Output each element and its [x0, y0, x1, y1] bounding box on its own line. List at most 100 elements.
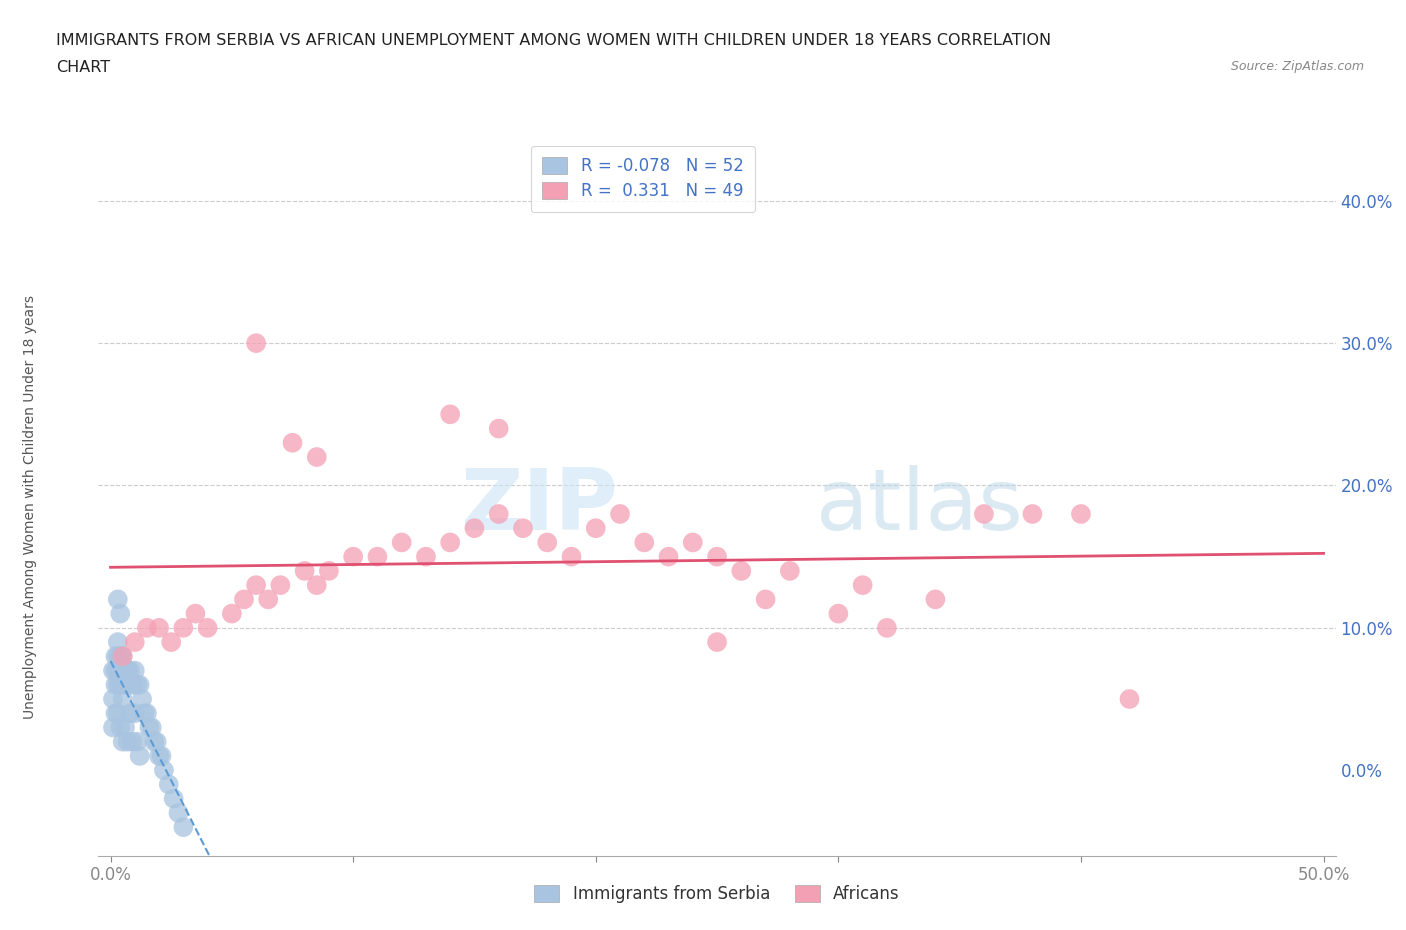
Text: CHART: CHART — [56, 60, 110, 75]
Text: Source: ZipAtlas.com: Source: ZipAtlas.com — [1230, 60, 1364, 73]
Point — [118, 706, 141, 721]
Point — [131, 692, 153, 707]
Point — [136, 706, 159, 721]
Point — [415, 550, 437, 565]
Point — [197, 620, 219, 635]
Point — [124, 663, 146, 678]
Point — [136, 620, 159, 635]
Point — [512, 521, 534, 536]
Text: ZIP: ZIP — [460, 465, 619, 549]
Text: IMMIGRANTS FROM SERBIA VS AFRICAN UNEMPLOYMENT AMONG WOMEN WITH CHILDREN UNDER 1: IMMIGRANTS FROM SERBIA VS AFRICAN UNEMPL… — [56, 33, 1052, 47]
Point — [167, 805, 190, 820]
Point — [172, 620, 194, 635]
Point — [110, 606, 132, 621]
Point — [110, 649, 132, 664]
Point — [117, 735, 139, 750]
Point — [127, 677, 149, 692]
Point — [148, 620, 170, 635]
Point — [162, 791, 184, 806]
Point — [117, 677, 139, 692]
Point — [560, 550, 582, 565]
Text: atlas: atlas — [815, 465, 1024, 549]
Point — [124, 706, 146, 721]
Point — [128, 677, 150, 692]
Point — [143, 735, 166, 750]
Point — [111, 649, 134, 664]
Point — [121, 677, 143, 692]
Point — [294, 564, 316, 578]
Point — [134, 706, 156, 721]
Point — [104, 649, 127, 664]
Point — [779, 564, 801, 578]
Point — [111, 692, 134, 707]
Point — [245, 578, 267, 592]
Point — [318, 564, 340, 578]
Point — [111, 649, 134, 664]
Point — [657, 550, 679, 565]
Point — [157, 777, 180, 791]
Point — [107, 706, 129, 721]
Point — [111, 663, 134, 678]
Point — [104, 663, 127, 678]
Point — [342, 550, 364, 565]
Point — [682, 535, 704, 550]
Point — [121, 735, 143, 750]
Text: Unemployment Among Women with Children Under 18 years: Unemployment Among Women with Children U… — [24, 295, 38, 719]
Point — [101, 692, 124, 707]
Point — [281, 435, 304, 450]
Point — [876, 620, 898, 635]
Point — [104, 677, 127, 692]
Point — [585, 521, 607, 536]
Point — [111, 735, 134, 750]
Point — [127, 735, 149, 750]
Point — [107, 634, 129, 649]
Point — [488, 421, 510, 436]
Point — [118, 663, 141, 678]
Point — [110, 720, 132, 735]
Point — [463, 521, 485, 536]
Point — [706, 550, 728, 565]
Point — [107, 649, 129, 664]
Point — [184, 606, 207, 621]
Point — [730, 564, 752, 578]
Point — [233, 591, 256, 606]
Point — [609, 507, 631, 522]
Point — [104, 706, 127, 721]
Point — [107, 591, 129, 606]
Point — [536, 535, 558, 550]
Point — [124, 634, 146, 649]
Point — [706, 634, 728, 649]
Point — [128, 749, 150, 764]
Point — [153, 763, 176, 777]
Point — [973, 507, 995, 522]
Point — [391, 535, 413, 550]
Point — [107, 677, 129, 692]
Point — [141, 720, 163, 735]
Point — [101, 663, 124, 678]
Point — [1070, 507, 1092, 522]
Point — [107, 663, 129, 678]
Point — [245, 336, 267, 351]
Point — [145, 735, 167, 750]
Point — [827, 606, 849, 621]
Point — [114, 720, 136, 735]
Point — [150, 749, 173, 764]
Point — [110, 677, 132, 692]
Legend: Immigrants from Serbia, Africans: Immigrants from Serbia, Africans — [527, 879, 907, 910]
Point — [366, 550, 388, 565]
Point — [138, 720, 160, 735]
Point — [257, 591, 280, 606]
Point — [160, 634, 183, 649]
Point — [221, 606, 243, 621]
Point — [439, 535, 461, 550]
Point — [439, 407, 461, 422]
Point — [1118, 692, 1140, 707]
Point — [305, 449, 328, 464]
Point — [101, 720, 124, 735]
Point — [148, 749, 170, 764]
Point — [114, 677, 136, 692]
Point — [117, 663, 139, 678]
Point — [269, 578, 291, 592]
Point — [172, 819, 194, 834]
Point — [1021, 507, 1043, 522]
